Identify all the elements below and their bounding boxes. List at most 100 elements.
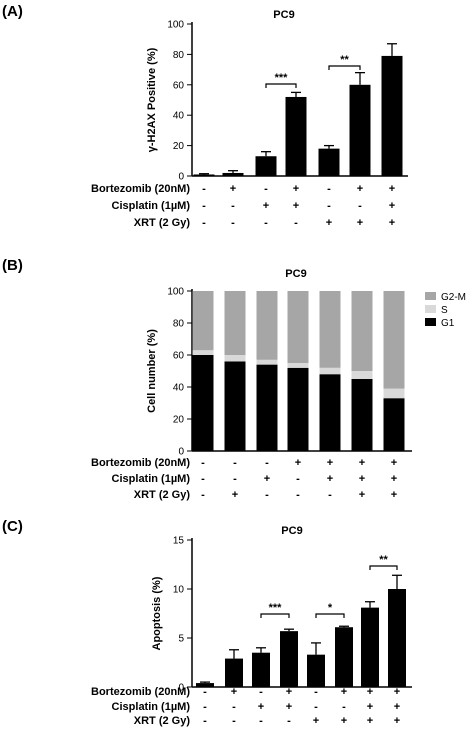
legend-label-g2m: G2-M bbox=[441, 292, 466, 303]
panel-b-condition-mark: + bbox=[264, 473, 270, 485]
panel-b-ytick-label: 60 bbox=[173, 351, 185, 362]
panel-c-condition-mark: + bbox=[367, 715, 373, 727]
panel-b-bar-g1-2 bbox=[224, 361, 246, 451]
legend-label-s: S bbox=[441, 305, 448, 316]
panel-c-condition-mark: + bbox=[341, 686, 347, 698]
panel-b-condition-mark: + bbox=[391, 473, 397, 485]
panel-c-condition-mark: - bbox=[259, 686, 263, 698]
panel-a-bar-5 bbox=[318, 148, 340, 176]
panel-c-bar-7 bbox=[361, 607, 379, 687]
panel-b-condition-mark: - bbox=[265, 457, 269, 469]
panel-b-ytick-label: 20 bbox=[173, 415, 185, 426]
panel-c-condition-mark: + bbox=[231, 686, 237, 698]
panel-a-condition-name: Bortezomib (20nM) bbox=[91, 183, 190, 195]
panel-c-condition-mark: + bbox=[258, 701, 264, 713]
panel-b-condition-mark: + bbox=[359, 457, 365, 469]
panel-a-condition-mark: + bbox=[357, 183, 363, 195]
panel-c-condition-mark: - bbox=[314, 686, 318, 698]
panel-c-ylabel: Apoptosis (%) bbox=[151, 576, 163, 650]
panel-b-condition-mark: + bbox=[327, 457, 333, 469]
panel-a-condition-mark: - bbox=[327, 200, 331, 212]
panel-b-ytick-label: 80 bbox=[173, 319, 185, 330]
panel-b-bar-g1-6 bbox=[351, 379, 373, 451]
panel-c-condition-mark: - bbox=[342, 701, 346, 713]
panel-b-bar-s-3 bbox=[256, 359, 278, 365]
panel-a-ytick-label: 40 bbox=[173, 111, 185, 122]
panel-a-sig-bracket bbox=[328, 65, 361, 70]
panel-c-condition-name: Bortezomib (20nM) bbox=[91, 686, 190, 698]
panel-c-condition-mark: - bbox=[203, 686, 207, 698]
panel-b-condition-mark: - bbox=[201, 473, 205, 485]
panel-a-condition-mark: - bbox=[358, 200, 362, 212]
panel-c-ytick-label: 5 bbox=[178, 634, 184, 645]
panel-c-ytick-label: 10 bbox=[173, 585, 185, 596]
panel-c-label: (C) bbox=[2, 518, 23, 535]
panel-b-title: PC9 bbox=[285, 268, 306, 280]
panel-b-bar-g2m-2 bbox=[224, 291, 246, 355]
panel-b-bar-g1-4 bbox=[287, 367, 309, 451]
panel-b-condition-name: Bortezomib (20nM) bbox=[91, 457, 190, 469]
panel-b-condition-mark: + bbox=[327, 473, 333, 485]
panel-c-sig-label: *** bbox=[269, 602, 283, 614]
panel-c-condition-mark: - bbox=[232, 701, 236, 713]
panel-a-bar-6 bbox=[349, 84, 371, 176]
panel-b-bar-g2m-1 bbox=[192, 291, 214, 351]
panel-c-bar-2 bbox=[225, 658, 243, 687]
panel-a-condition-mark: - bbox=[231, 217, 235, 229]
panel-c-condition-mark: + bbox=[341, 715, 347, 727]
panel-c-condition-mark: + bbox=[367, 701, 373, 713]
panel-a-condition-mark: + bbox=[357, 217, 363, 229]
legend-swatch-g1 bbox=[425, 318, 436, 326]
panel-b-bar-s-1 bbox=[192, 350, 214, 355]
panel-a-condition-mark: + bbox=[389, 183, 395, 195]
panel-b-condition-mark: - bbox=[296, 473, 300, 485]
panel-c-bar-4 bbox=[280, 631, 298, 687]
panel-b-bar-g1-7 bbox=[383, 398, 405, 451]
panel-c-condition-mark: + bbox=[394, 715, 400, 727]
panel-c-condition-name: Cisplatin (1µM) bbox=[112, 701, 191, 713]
panel-a-ytick-label: 0 bbox=[178, 172, 184, 183]
panel-b-condition-name: Cisplatin (1µM) bbox=[112, 473, 191, 485]
panel-c-bar-6 bbox=[335, 627, 353, 687]
panel-b-condition-mark: + bbox=[232, 489, 238, 501]
panel-b-ylabel: Cell number (%) bbox=[146, 329, 158, 413]
panel-a-ylabel: γ-H2AX Positive (%) bbox=[146, 47, 158, 152]
panel-a-condition-mark: - bbox=[231, 200, 235, 212]
panel-a-condition-mark: + bbox=[230, 183, 236, 195]
panel-a-condition-mark: + bbox=[326, 217, 332, 229]
panel-b-bar-s-2 bbox=[224, 355, 246, 362]
panel-a-condition-mark: + bbox=[293, 200, 299, 212]
panel-b-condition-mark: - bbox=[296, 489, 300, 501]
panel-b-bar-g2m-3 bbox=[256, 291, 278, 360]
panel-b-ytick-label: 40 bbox=[173, 383, 185, 394]
panel-a-bar-1 bbox=[193, 174, 215, 176]
panel-b-bar-s-5 bbox=[319, 367, 341, 375]
panel-b-condition-name: XRT (2 Gy) bbox=[134, 489, 191, 501]
panel-b-condition-mark: - bbox=[328, 489, 332, 501]
panel-c-condition-mark: - bbox=[314, 701, 318, 713]
panel-b-bar-g2m-6 bbox=[351, 291, 373, 371]
panel-b-bar-g1-5 bbox=[319, 374, 341, 451]
panel-b-condition-mark: - bbox=[233, 457, 237, 469]
panel-b-condition-mark: - bbox=[201, 489, 205, 501]
panel-c-title: PC9 bbox=[281, 525, 302, 537]
panel-a-condition-mark: - bbox=[264, 183, 268, 195]
panel-c-bar-1 bbox=[196, 683, 214, 687]
panel-a-condition-mark: + bbox=[389, 200, 395, 212]
panel-a-title: PC9 bbox=[273, 9, 294, 21]
panel-c-sig-label: * bbox=[328, 602, 333, 614]
panel-a-bar-2 bbox=[222, 172, 244, 176]
legend-swatch-s bbox=[425, 305, 436, 313]
panel-c-sig-bracket bbox=[315, 613, 345, 618]
panel-b-bar-g1-3 bbox=[256, 364, 278, 451]
panel-a-condition-mark: - bbox=[264, 217, 268, 229]
panel-b-condition-mark: + bbox=[391, 457, 397, 469]
panel-b-bar-g2m-7 bbox=[383, 291, 405, 389]
panel-a-sig-label: ** bbox=[340, 54, 349, 66]
panel-b-bar-g1-1 bbox=[192, 355, 214, 451]
panel-b-ytick-label: 100 bbox=[167, 287, 184, 298]
panel-a-condition-mark: - bbox=[202, 217, 206, 229]
panel-b-bar-s-6 bbox=[351, 371, 373, 379]
panel-a-condition-mark: + bbox=[263, 200, 269, 212]
panel-a-bar-7 bbox=[381, 55, 403, 176]
